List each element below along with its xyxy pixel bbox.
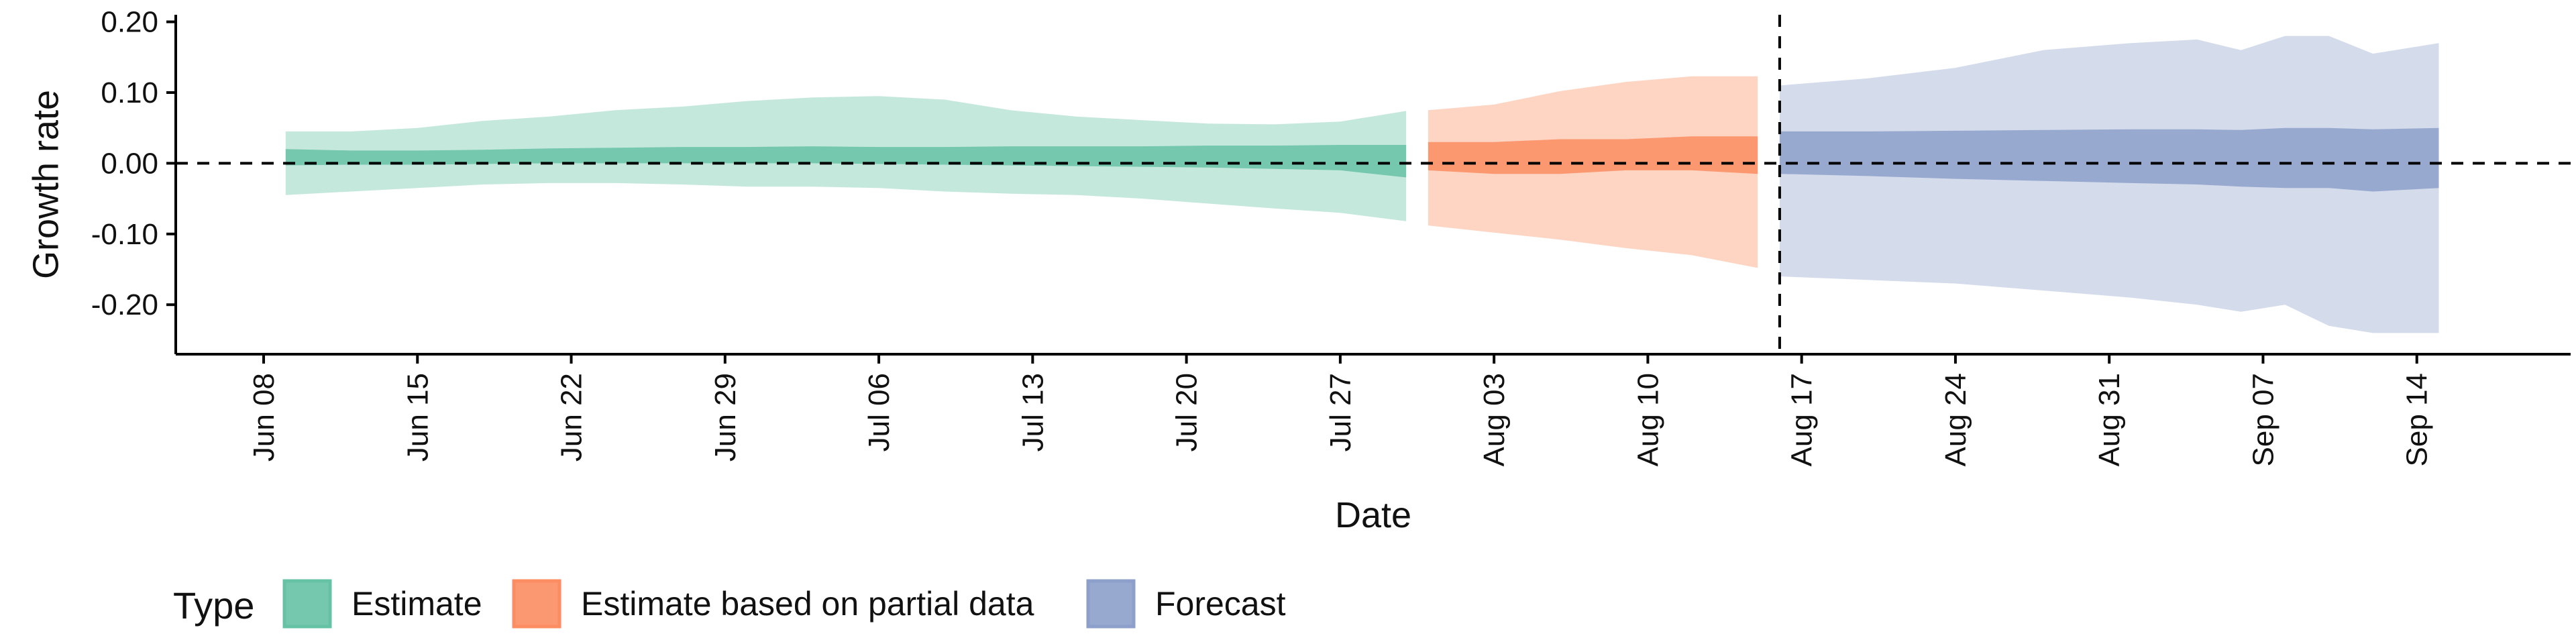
- legend-key-estimate-based-on-partial-data: [512, 579, 561, 629]
- x-tick-label: Jul 06: [863, 373, 896, 451]
- y-tick-label: -0.10: [91, 218, 158, 251]
- ribbon-layer: [285, 36, 2439, 333]
- y-tick-label: -0.20: [91, 288, 158, 321]
- y-ticks: -0.20 -0.10 0.00 0.10 0.20: [91, 6, 176, 321]
- estimate-inner-band: [285, 145, 1407, 178]
- forecast-outer-band: [1779, 36, 2439, 333]
- x-axis-title: Date: [1335, 495, 1411, 535]
- x-tick-label: Jul 20: [1171, 373, 1203, 451]
- x-tick-label: Aug 10: [1631, 373, 1664, 466]
- y-tick-label: 0.10: [101, 76, 158, 109]
- x-tick-label: Aug 03: [1478, 373, 1511, 466]
- x-tick-label: Sep 14: [2401, 373, 2434, 466]
- y-tick-label: 0.00: [101, 147, 158, 180]
- y-tick-label: 0.20: [101, 6, 158, 39]
- x-tick-label: Jun 08: [248, 373, 280, 462]
- axes: [174, 15, 2571, 356]
- legend: Type Estimate Estimate based on partial d…: [173, 579, 1286, 629]
- legend-label-estimate-based-on-partial-data: Estimate based on partial data: [581, 585, 1034, 623]
- x-tick-label: Jul 27: [1324, 373, 1357, 451]
- x-tick-label: Jun 22: [555, 373, 588, 462]
- x-tick-label: Aug 17: [1786, 373, 1819, 466]
- y-axis-title: Growth rate: [25, 90, 66, 279]
- legend-key-estimate: [282, 579, 332, 629]
- x-tick-label: Sep 07: [2247, 373, 2279, 466]
- x-tick-label: Aug 31: [2093, 373, 2126, 466]
- legend-title: Type: [173, 584, 254, 627]
- legend-label-forecast: Forecast: [1155, 585, 1286, 623]
- x-tick-label: Aug 24: [1939, 373, 1972, 466]
- reference-lines: [176, 15, 2571, 354]
- forecast-inner-band: [1779, 127, 2439, 192]
- x-tick-label: Jun 29: [709, 373, 742, 462]
- x-ticks: Jun 08 Jun 15 Jun 22 Jun 29 Jul 06 Jul 13 Jul …: [248, 354, 2434, 466]
- legend-label-estimate: Estimate: [352, 585, 482, 623]
- legend-key-forecast: [1086, 579, 1136, 629]
- x-tick-label: Jun 15: [401, 373, 434, 462]
- x-tick-label: Jul 13: [1016, 373, 1049, 451]
